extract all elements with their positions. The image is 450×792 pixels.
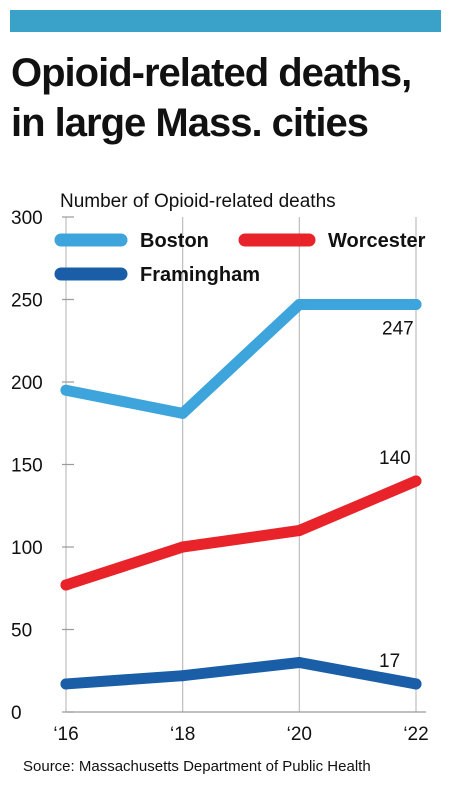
series-line-boston xyxy=(60,298,422,419)
legend: Boston Worcester Framingham xyxy=(54,230,426,286)
data-label-layer: 247 140 17 xyxy=(379,318,414,672)
series-line-worcester xyxy=(60,475,422,591)
y-axis-title: Number of Opioid-related deaths xyxy=(60,191,336,212)
chart-title-line-2: in large Mass. cities xyxy=(11,101,369,145)
legend-label-framingham: Framingham xyxy=(140,264,260,286)
y-tick-label-100: 100 xyxy=(11,538,43,559)
chart-title: Opioid-related deaths, in large Mass. ci… xyxy=(11,48,441,148)
source-note: Source: Massachusetts Department of Publ… xyxy=(23,758,371,775)
series-layer xyxy=(60,298,422,690)
x-tick-label-3: ‘22 xyxy=(403,724,428,745)
y-tick-label-50: 50 xyxy=(11,621,32,642)
data-point-worcester-1 xyxy=(177,541,189,553)
y-tick-label-0: 0 xyxy=(11,703,22,724)
data-point-framingham-1 xyxy=(177,670,189,682)
data-point-boston-2 xyxy=(293,298,305,310)
legend-label-boston: Boston xyxy=(140,230,209,252)
series-line-framingham xyxy=(60,657,422,690)
x-tick-label-0: ‘16 xyxy=(53,724,78,745)
legend-label-worcester: Worcester xyxy=(328,230,426,252)
data-point-boston-3 xyxy=(410,298,422,310)
data-point-worcester-0 xyxy=(60,579,72,591)
y-tick-label-250: 250 xyxy=(11,291,43,312)
data-point-framingham-2 xyxy=(293,657,305,668)
y-tick-label-200: 200 xyxy=(11,373,43,394)
data-point-framingham-3 xyxy=(410,678,422,690)
header-accent-bar xyxy=(10,10,441,32)
data-point-framingham-0 xyxy=(60,678,72,690)
data-label-boston: 247 xyxy=(382,318,414,339)
y-tick-label-300: 300 xyxy=(11,208,43,229)
data-point-worcester-2 xyxy=(293,525,305,536)
x-tick-label-1: ‘18 xyxy=(170,724,195,745)
y-tick-label-150: 150 xyxy=(11,456,43,477)
data-point-boston-0 xyxy=(60,384,72,396)
chart-title-line-1: Opioid-related deaths, xyxy=(11,51,412,95)
data-label-framingham: 17 xyxy=(379,651,400,672)
data-label-worcester: 140 xyxy=(379,448,411,469)
axis-layer: 0 50 100 150 200 250 300 ‘16 ‘18 ‘20 ‘22 xyxy=(11,208,429,745)
data-point-boston-1 xyxy=(177,407,189,419)
data-point-worcester-3 xyxy=(410,475,422,487)
x-tick-label-2: ‘20 xyxy=(287,724,312,745)
